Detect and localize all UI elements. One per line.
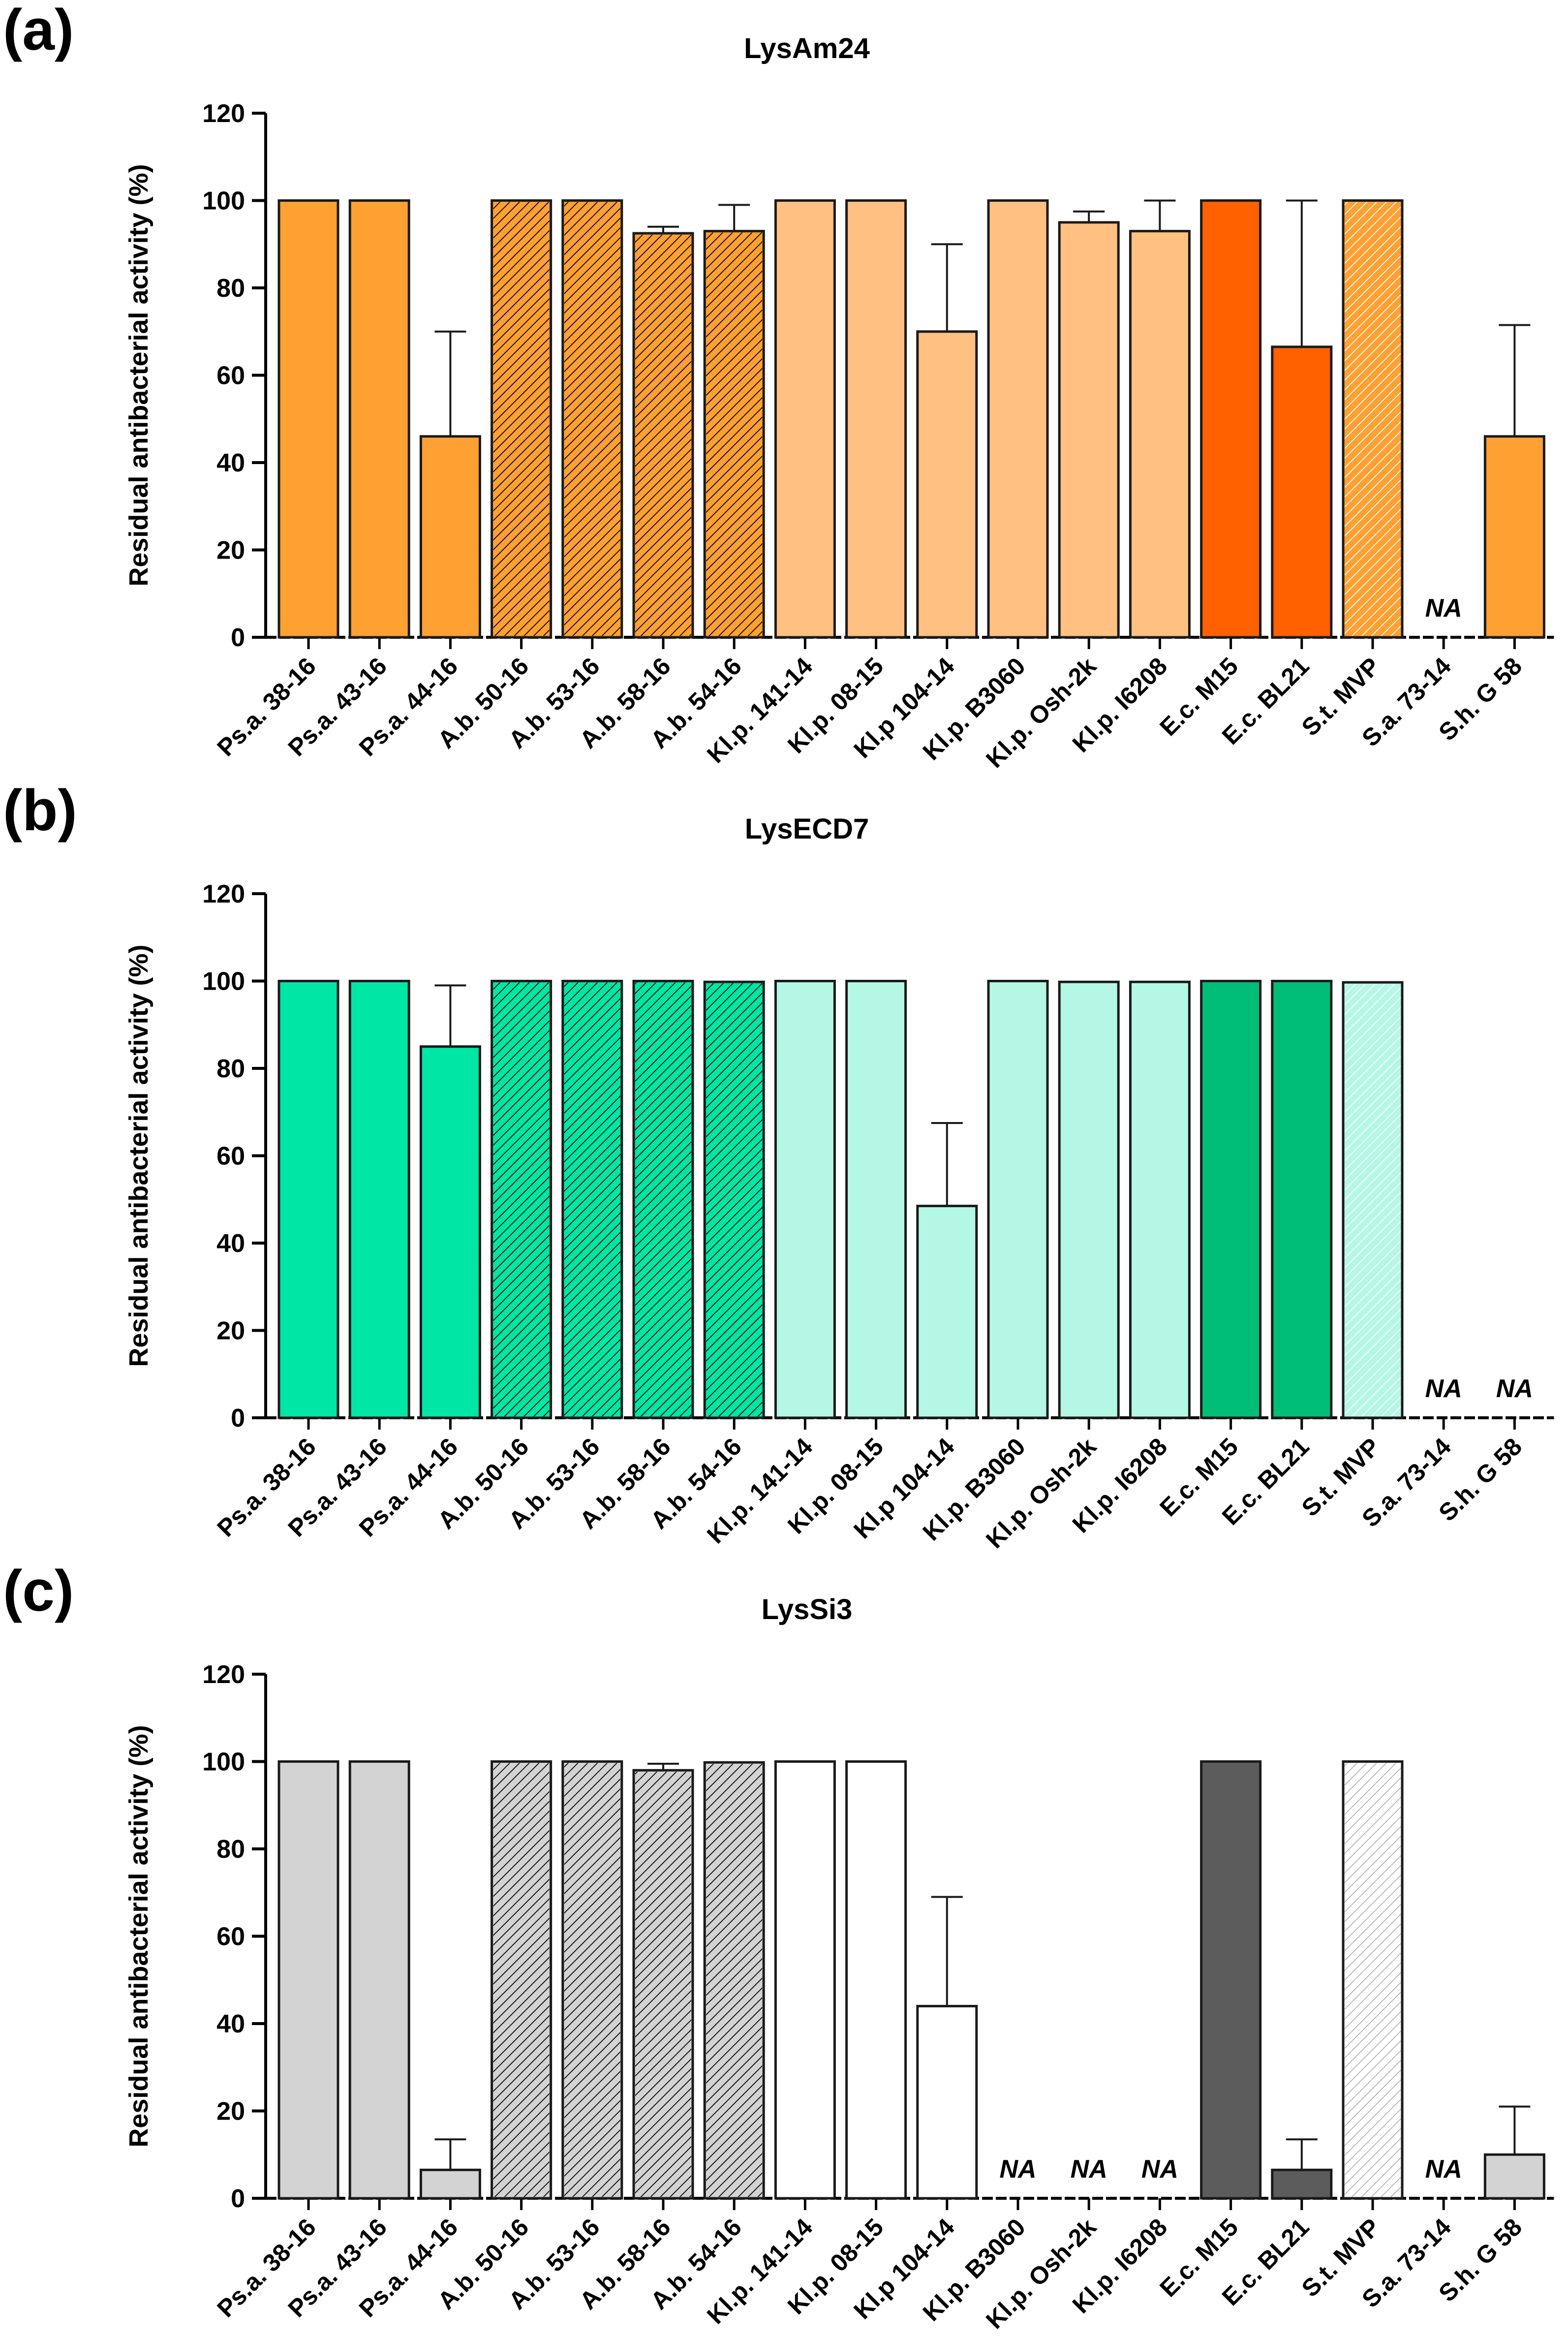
bar [916,2005,978,2200]
y-tick-label: 0 [231,2185,245,2213]
bar-hatch [564,982,620,1416]
bar [845,199,907,639]
bar-hatch [493,982,550,1416]
na-label: NA [1425,1374,1462,1403]
bar-hatch [564,1763,620,2197]
bar [1271,345,1333,639]
y-tick-label: 80 [216,1055,245,1083]
y-tick-label: 40 [216,1229,245,1258]
bar [916,330,978,639]
bar [774,980,836,1419]
bar [419,2168,481,2200]
na-label: NA [1071,2155,1107,2184]
bar [348,980,410,1419]
bar-hatch [564,202,620,636]
bar [277,1760,339,2200]
bar [419,1045,481,1419]
y-tick-label: 60 [216,1142,245,1171]
bar-hatch [493,1763,550,2197]
bar [1129,980,1191,1419]
y-tick-label: 80 [216,274,245,303]
panel-a: (a) LysAm24 Residual antibacterial activi… [0,0,1568,780]
y-tick-label: 20 [216,2097,245,2126]
panel-letter: (c) [3,1559,74,1623]
bar-hatch [635,235,691,636]
y-tick-label: 100 [202,968,245,996]
bar [1271,980,1333,1419]
bar [1200,199,1262,639]
bar-hatch [706,232,763,636]
bar-hatch [635,982,691,1416]
bar-hatch [635,1772,691,2197]
bar [1200,980,1262,1419]
y-axis-label: Residual antibacterial activity (%) [124,1725,154,2147]
bar [1483,2153,1545,2200]
bar [277,199,339,639]
y-tick-label: 60 [216,362,245,390]
bar [1483,435,1545,639]
y-tick-label: 100 [202,187,245,216]
y-tick-label: 40 [216,2010,245,2038]
bar [1129,230,1191,639]
y-tick-label: 0 [231,624,245,652]
bar [845,1760,907,2200]
bar [774,199,836,639]
na-label: NA [999,2155,1036,2184]
panel-b: (b) LysECD7 Residual antibacterial activi… [0,780,1568,1561]
na-label: NA [1425,2155,1462,2184]
chart-title: LysAm24 [744,32,870,64]
y-tick-label: 100 [202,1748,245,1777]
y-tick-label: 120 [202,880,245,908]
chart-title: LysSi3 [762,1593,853,1625]
panel-c: (c) LysSi3 Residual antibacterial activit… [0,1561,1568,2341]
bar-chart-lysam24: LysAm24 Residual antibacterial activity (… [124,32,1554,773]
y-tick-label: 20 [216,1317,245,1345]
bar-hatch [1345,202,1401,636]
na-label: NA [1425,594,1462,623]
panel-letter: (a) [3,0,74,62]
y-tick-label: 120 [202,99,245,128]
na-label: NA [1141,2155,1178,2184]
bar-hatch [1345,984,1401,1416]
panel-letter: (b) [3,778,77,843]
bar [277,980,339,1419]
bar [1271,2168,1333,2200]
bar [987,980,1049,1419]
bar [774,1760,836,2200]
bar [419,435,481,639]
bar [1058,980,1120,1419]
bar-hatch [706,983,763,1416]
bar-chart-lyssi3: LysSi3 Residual antibacterial activity (%… [124,1593,1554,2334]
bar [1200,1760,1262,2200]
y-tick-label: 60 [216,1923,245,1951]
bar [916,1205,978,1419]
y-axis-label: Residual antibacterial activity (%) [124,944,154,1367]
y-tick-label: 80 [216,1835,245,1864]
bar-hatch [1345,1763,1401,2197]
chart-title: LysECD7 [745,813,869,845]
na-label: NA [1496,1374,1533,1403]
bar-chart-lysecd7: LysECD7 Residual antibacterial activity (… [124,813,1554,1554]
y-axis-label: Residual antibacterial activity (%) [124,164,154,586]
bar-hatch [493,202,550,636]
bar [987,199,1049,639]
y-tick-label: 40 [216,449,245,477]
bar [348,1760,410,2200]
bar [845,980,907,1419]
bar-hatch [706,1764,763,2197]
y-tick-label: 20 [216,536,245,565]
y-tick-label: 0 [231,1404,245,1433]
bar [1058,221,1120,639]
bar [348,199,410,639]
y-tick-label: 120 [202,1660,245,1689]
